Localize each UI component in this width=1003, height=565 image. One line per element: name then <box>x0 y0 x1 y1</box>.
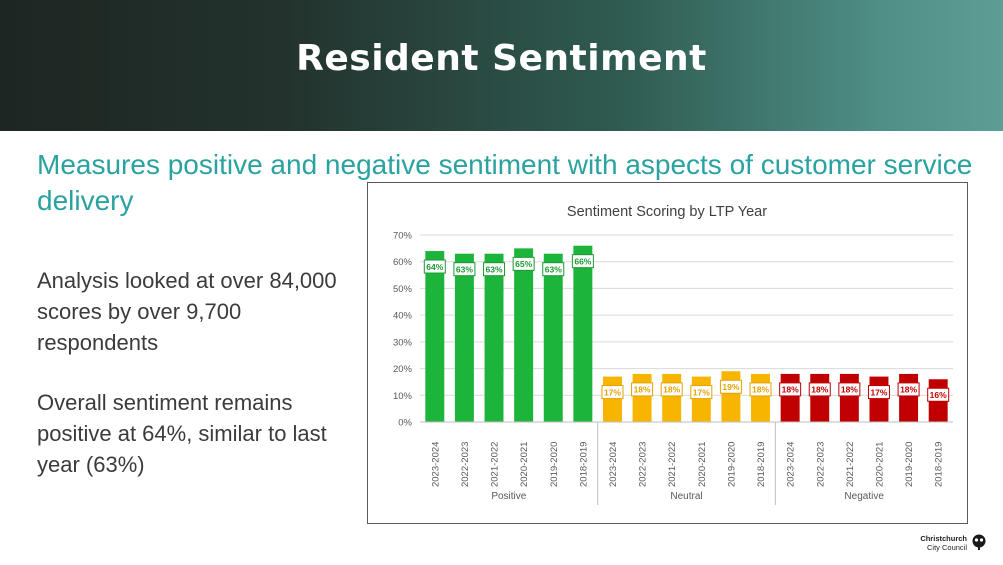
bar <box>602 376 622 422</box>
x-tick-label: 2020-2021 <box>874 442 885 487</box>
x-tick-label: 2022-2023 <box>815 442 826 487</box>
city-council-tree-icon <box>972 534 986 550</box>
data-label: 18% <box>900 385 917 395</box>
y-tick-label: 50% <box>393 284 413 295</box>
x-tick-label: 2019-2020 <box>904 442 915 487</box>
data-label: 66% <box>574 256 591 266</box>
data-label-box <box>749 382 772 397</box>
bar <box>454 253 474 422</box>
axes: 0% 10% 20% 30% 40% 50% 60% 70% 2023-2024 2022-202… <box>393 231 953 505</box>
data-label: 19% <box>722 382 739 392</box>
data-label: 18% <box>663 385 680 395</box>
x-tick-label: 2023-2024 <box>786 442 797 487</box>
logo-text: Christchurch City Council <box>919 534 967 552</box>
y-tick-label: 10% <box>393 391 413 402</box>
bar <box>484 253 504 422</box>
data-label-box <box>483 262 506 277</box>
bar <box>780 373 800 422</box>
slide-subtitle: Measures positive and negative sentiment… <box>37 149 973 216</box>
data-label: 63% <box>456 265 473 275</box>
y-tick-label: 60% <box>393 257 413 268</box>
x-tick-label: 2020-2021 <box>519 442 530 487</box>
bar <box>869 376 889 422</box>
y-tick-label: 0% <box>398 418 412 429</box>
data-label-box <box>719 379 742 394</box>
logo-line-2: City Council <box>926 542 967 552</box>
data-label-box <box>838 382 861 397</box>
data-label-box <box>542 262 565 277</box>
data-label-box <box>927 387 950 402</box>
bar <box>839 373 859 422</box>
data-label-box <box>690 385 713 400</box>
data-label: 63% <box>545 265 562 275</box>
slide-title: Resident Sentiment <box>296 38 707 79</box>
data-label-box <box>631 382 654 397</box>
sentiment-summary-paragraph: Overall sentiment remains positive at 64… <box>37 390 327 477</box>
bars: 64% 63% 63% 65% 63% 66% 17% 18% 18% 17% 19% 18% 18% 1… <box>423 245 950 422</box>
council-logo: Christchurch City Council <box>919 534 989 556</box>
data-label: 18% <box>634 385 651 395</box>
x-tick-label: 2021-2022 <box>845 442 856 487</box>
bar <box>662 373 682 422</box>
y-tick-label: 20% <box>393 364 413 375</box>
y-tick-label: 30% <box>393 337 413 348</box>
x-tick-label: 2019-2020 <box>726 442 737 487</box>
data-label-box <box>660 382 683 397</box>
data-label-box <box>601 385 624 400</box>
bar <box>721 371 741 422</box>
bar <box>691 376 711 422</box>
data-label: 65% <box>515 259 532 269</box>
x-tick-label: 2019-2020 <box>549 442 560 487</box>
sentiment-chart: Sentiment Scoring by LTP Year 64% 63% 63% 6… <box>367 182 968 524</box>
data-label: 17% <box>870 387 887 397</box>
data-label: 63% <box>486 265 503 275</box>
data-label-box <box>867 385 890 400</box>
x-tick-label: 2021-2022 <box>667 442 678 487</box>
x-tick-label: 2021-2022 <box>490 442 501 487</box>
data-label: 18% <box>782 385 799 395</box>
data-label: 17% <box>693 387 710 397</box>
data-label-box <box>571 254 594 269</box>
data-label-box <box>779 382 802 397</box>
x-tick-label: 2022-2023 <box>638 442 649 487</box>
group-label: Negative <box>844 491 884 502</box>
bar <box>514 248 534 422</box>
bar <box>899 373 919 422</box>
data-label-box <box>808 382 831 397</box>
y-tick-label: 70% <box>393 231 413 242</box>
bar <box>573 245 593 422</box>
x-tick-label: 2023-2024 <box>430 442 441 487</box>
x-tick-label: 2018-2019 <box>934 442 945 487</box>
title-banner: Resident Sentiment <box>0 0 1003 131</box>
x-tick-label: 2020-2021 <box>697 442 708 487</box>
chart-canvas: Sentiment Scoring by LTP Year 64% 63% 63%6… <box>393 204 953 505</box>
data-label: 64% <box>426 262 443 272</box>
group-label: Positive <box>491 491 526 502</box>
x-tick-label: 2023-2024 <box>608 442 619 487</box>
x-tick-label: 2022-2023 <box>460 442 471 487</box>
bar <box>632 373 652 422</box>
x-tick-label: 2018-2019 <box>756 442 767 487</box>
x-tick-label: 2018-2019 <box>578 442 589 487</box>
data-label: 18% <box>752 385 769 395</box>
data-label: 16% <box>930 390 947 400</box>
gridlines <box>420 234 953 396</box>
data-label-box <box>897 382 920 397</box>
analysis-paragraph: Analysis looked at over 84,000 scores by… <box>37 268 337 355</box>
data-label: 18% <box>811 385 828 395</box>
data-label: 18% <box>841 385 858 395</box>
bar <box>810 373 830 422</box>
data-label: 17% <box>604 387 621 397</box>
data-label-box <box>512 256 535 271</box>
chart-title: Sentiment Scoring by LTP Year <box>567 204 767 220</box>
group-label: Neutral <box>670 491 702 502</box>
bar <box>543 253 563 422</box>
bar <box>425 251 445 422</box>
logo-line-1: Christchurch <box>920 534 967 543</box>
y-tick-label: 40% <box>393 311 413 322</box>
data-label-box <box>453 262 476 277</box>
bar <box>751 373 771 422</box>
data-label-box <box>423 259 446 274</box>
